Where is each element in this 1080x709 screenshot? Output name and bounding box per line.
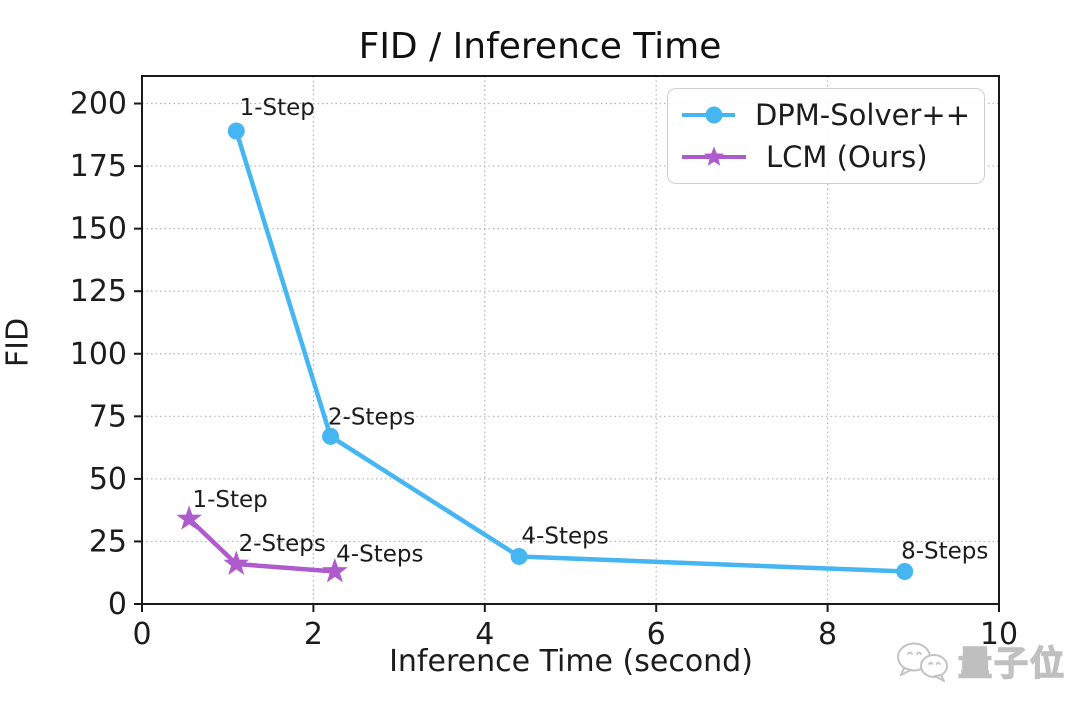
point-annotation: 2-Steps <box>328 404 415 430</box>
lcm-star-marker-icon <box>682 146 746 166</box>
plot-border <box>141 75 1000 605</box>
y-tick-label: 75 <box>89 399 127 434</box>
y-tick-label: 25 <box>89 524 127 559</box>
y-axis-label: FID <box>0 317 36 368</box>
dpm-solver-line-marker-icon <box>682 106 735 124</box>
watermark-text: 量子位 <box>957 644 1066 683</box>
y-tick-label: 200 <box>70 87 127 122</box>
legend-item-dpm-solver: DPM-Solver++ <box>682 94 970 136</box>
data-point-circle <box>227 122 245 140</box>
legend-item-lcm: LCM (Ours) <box>682 136 970 178</box>
y-tick-label: 175 <box>70 149 127 184</box>
point-annotation: 1-Step <box>240 95 315 121</box>
data-point-circle <box>322 427 340 445</box>
legend-label-dpm-solver: DPM-Solver++ <box>754 98 970 132</box>
series-line-dpm-solver- <box>234 128 907 574</box>
point-annotation: 4-Steps <box>521 523 608 549</box>
point-annotation: 4-Steps <box>336 541 423 567</box>
data-point-circle <box>896 562 914 580</box>
data-point-star <box>176 505 202 530</box>
x-tick-label: 6 <box>647 617 666 652</box>
y-tick-label: 150 <box>70 212 127 247</box>
x-tick-label: 0 <box>132 617 151 652</box>
data-point-star <box>223 550 250 575</box>
x-tick-label: 10 <box>980 617 1018 652</box>
legend: DPM-Solver++ LCM (Ours) <box>667 88 985 184</box>
point-annotation: 2-Steps <box>239 531 326 557</box>
x-axis-label: Inference Time (second) <box>389 644 753 679</box>
y-tick-label: 50 <box>89 462 127 497</box>
x-tick-label: 4 <box>475 617 494 652</box>
y-tick-label: 0 <box>108 587 127 622</box>
x-tick-label: 2 <box>304 617 323 652</box>
point-annotation: 1-Step <box>192 487 267 513</box>
data-point-star <box>322 558 348 583</box>
legend-label-lcm: LCM (Ours) <box>766 140 928 174</box>
y-tick-label: 100 <box>70 337 127 372</box>
x-tick-label: 8 <box>818 617 837 652</box>
watermark: 量子位 <box>894 636 1066 685</box>
y-tick-label: 125 <box>70 274 127 309</box>
qbitai-logo-icon <box>897 642 948 682</box>
chart-title: FID / Inference Time <box>358 26 722 67</box>
data-point-circle <box>510 547 528 565</box>
point-annotation: 8-Steps <box>901 538 988 564</box>
